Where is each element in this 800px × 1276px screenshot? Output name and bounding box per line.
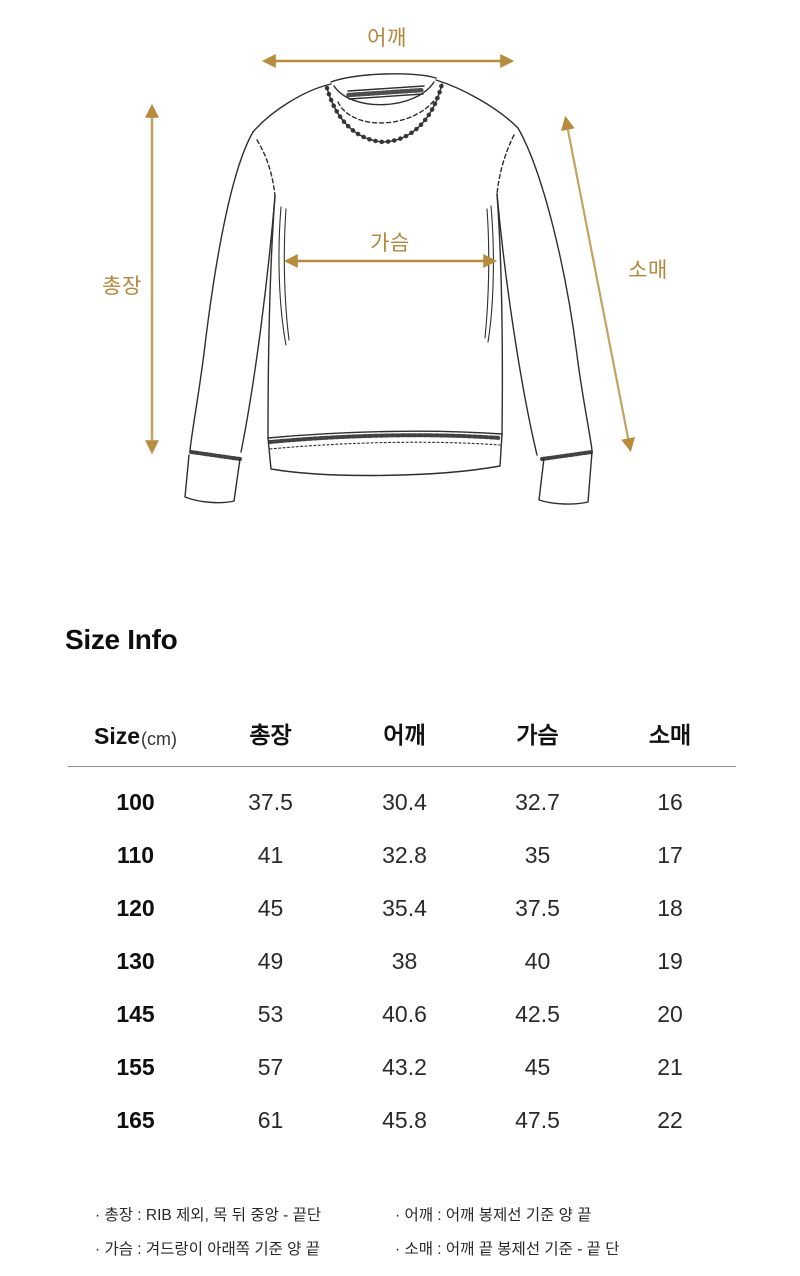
shoulder-measure-label: 어깨 — [367, 27, 407, 50]
left-underarm-crease — [278, 206, 287, 346]
col-header-length: 총장 — [249, 722, 292, 748]
row-chest: 40 — [524, 948, 551, 974]
header-divider — [68, 766, 736, 767]
note-line: · 총장 : RIB 제외, 목 뒤 중앙 - 끝단 · 어깨 : 어깨 봉제선… — [95, 1197, 755, 1231]
row-sleeve: 17 — [657, 842, 683, 868]
sweatshirt-outline — [184, 73, 594, 505]
row-shoulder: 30.4 — [382, 789, 427, 815]
hem-band-outline — [267, 433, 503, 477]
right-sleeve-inner — [496, 193, 538, 456]
row-chest: 47.5 — [515, 1107, 560, 1133]
row-sleeve: 19 — [657, 948, 683, 974]
row-length: 61 — [257, 1107, 284, 1133]
col-header-shoulder: 어깨 — [383, 722, 426, 748]
row-size: 145 — [116, 1001, 155, 1027]
row-sleeve: 21 — [657, 1054, 683, 1080]
row-size: 165 — [116, 1107, 155, 1133]
row-sleeve: 18 — [657, 895, 683, 921]
row-length: 41 — [257, 842, 284, 868]
body-right-edge — [496, 193, 504, 437]
sweatshirt-drawing — [145, 54, 635, 505]
note-line: · 가슴 : 겨드랑이 아래쪽 기준 양 끝 · 소매 : 어깨 끝 봉제선 기… — [95, 1231, 755, 1265]
row-chest: 37.5 — [515, 895, 560, 921]
row-shoulder: 40.6 — [382, 1001, 427, 1027]
right-underarm-crease — [487, 205, 494, 343]
row-size: 130 — [116, 948, 155, 974]
row-length: 53 — [257, 1001, 284, 1027]
collar-back-rib-top — [347, 85, 425, 92]
note-shoulder: · 어깨 : 어깨 봉제선 기준 양 끝 — [395, 1207, 592, 1224]
row-chest: 35 — [524, 842, 551, 868]
row-sleeve: 20 — [657, 1001, 683, 1027]
right-cuff — [538, 451, 593, 505]
row-shoulder: 32.8 — [382, 842, 427, 868]
note-length: · 총장 : RIB 제외, 목 뒤 중앙 - 끝단 — [95, 1207, 322, 1224]
left-shoulder-seam — [252, 83, 332, 133]
row-shoulder: 43.2 — [382, 1054, 427, 1080]
col-header-size-text: Size — [93, 723, 141, 749]
collar-outer-texture — [324, 81, 445, 145]
left-cuff-stitch — [189, 450, 242, 461]
collar-neck-opening — [333, 81, 435, 106]
left-sleeve-outer — [189, 131, 254, 451]
row-chest: 42.5 — [515, 1001, 560, 1027]
measurement-diagram: 어깨 총장 가슴 소매 — [0, 0, 800, 585]
col-header-size-unit: (cm) — [141, 729, 177, 749]
row-sleeve: 22 — [657, 1107, 683, 1133]
collar-chain-stitch — [337, 97, 437, 124]
size-table: Size (cm) 총장 어깨 가슴 소매 100 37.5 30.4 32.7 … — [68, 700, 736, 1147]
right-cuff-stitch — [540, 450, 594, 461]
right-shoulder-seam — [435, 79, 519, 129]
row-size: 155 — [116, 1054, 155, 1080]
sleeve-measure-label: 소매 — [628, 259, 668, 282]
row-chest: 45 — [524, 1054, 551, 1080]
collar-back-rib-stitch — [346, 87, 426, 98]
size-info-title: Size Info — [65, 624, 178, 655]
row-length: 49 — [257, 948, 284, 974]
left-armhole-seam — [256, 139, 276, 197]
length-measure-label: 총장 — [102, 275, 142, 298]
col-header-chest: 가슴 — [516, 722, 559, 748]
row-size: 120 — [116, 895, 155, 921]
measure-arrows — [145, 54, 635, 455]
col-header-sleeve: 소매 — [648, 722, 692, 748]
left-underarm-crease-2 — [283, 208, 290, 341]
row-shoulder: 45.8 — [382, 1107, 427, 1133]
right-armhole-seam — [496, 134, 515, 195]
hem-top-edge — [267, 430, 503, 439]
row-shoulder: 35.4 — [382, 895, 427, 921]
row-length: 57 — [257, 1054, 284, 1080]
row-size: 110 — [116, 842, 155, 868]
right-sleeve-outer — [517, 127, 593, 451]
right-underarm-crease-2 — [484, 208, 490, 339]
body-left-edge — [267, 195, 276, 439]
left-cuff — [184, 454, 241, 504]
note-chest: · 가슴 : 겨드랑이 아래쪽 기준 양 끝 — [95, 1241, 320, 1258]
hem-stitch — [268, 433, 502, 444]
measurement-notes: · 총장 : RIB 제외, 목 뒤 중앙 - 끝단 · 어깨 : 어깨 봉제선… — [95, 1197, 755, 1265]
row-sleeve: 16 — [657, 789, 683, 815]
row-length: 37.5 — [248, 789, 293, 815]
left-sleeve-inner — [240, 195, 276, 453]
sleeve-arrow — [561, 115, 635, 453]
hem-stitch-2 — [269, 441, 501, 450]
row-shoulder: 38 — [391, 948, 418, 974]
chest-measure-label: 가슴 — [370, 232, 410, 255]
row-chest: 32.7 — [515, 789, 560, 815]
collar-back-rib-bottom — [348, 93, 424, 100]
row-size: 100 — [116, 789, 155, 815]
col-header-size: Size (cm) — [68, 700, 203, 766]
note-sleeve: · 소매 : 어깨 끝 봉제선 기준 - 끝 단 — [395, 1241, 620, 1258]
row-length: 45 — [257, 895, 284, 921]
collar-back-edge — [330, 73, 437, 83]
